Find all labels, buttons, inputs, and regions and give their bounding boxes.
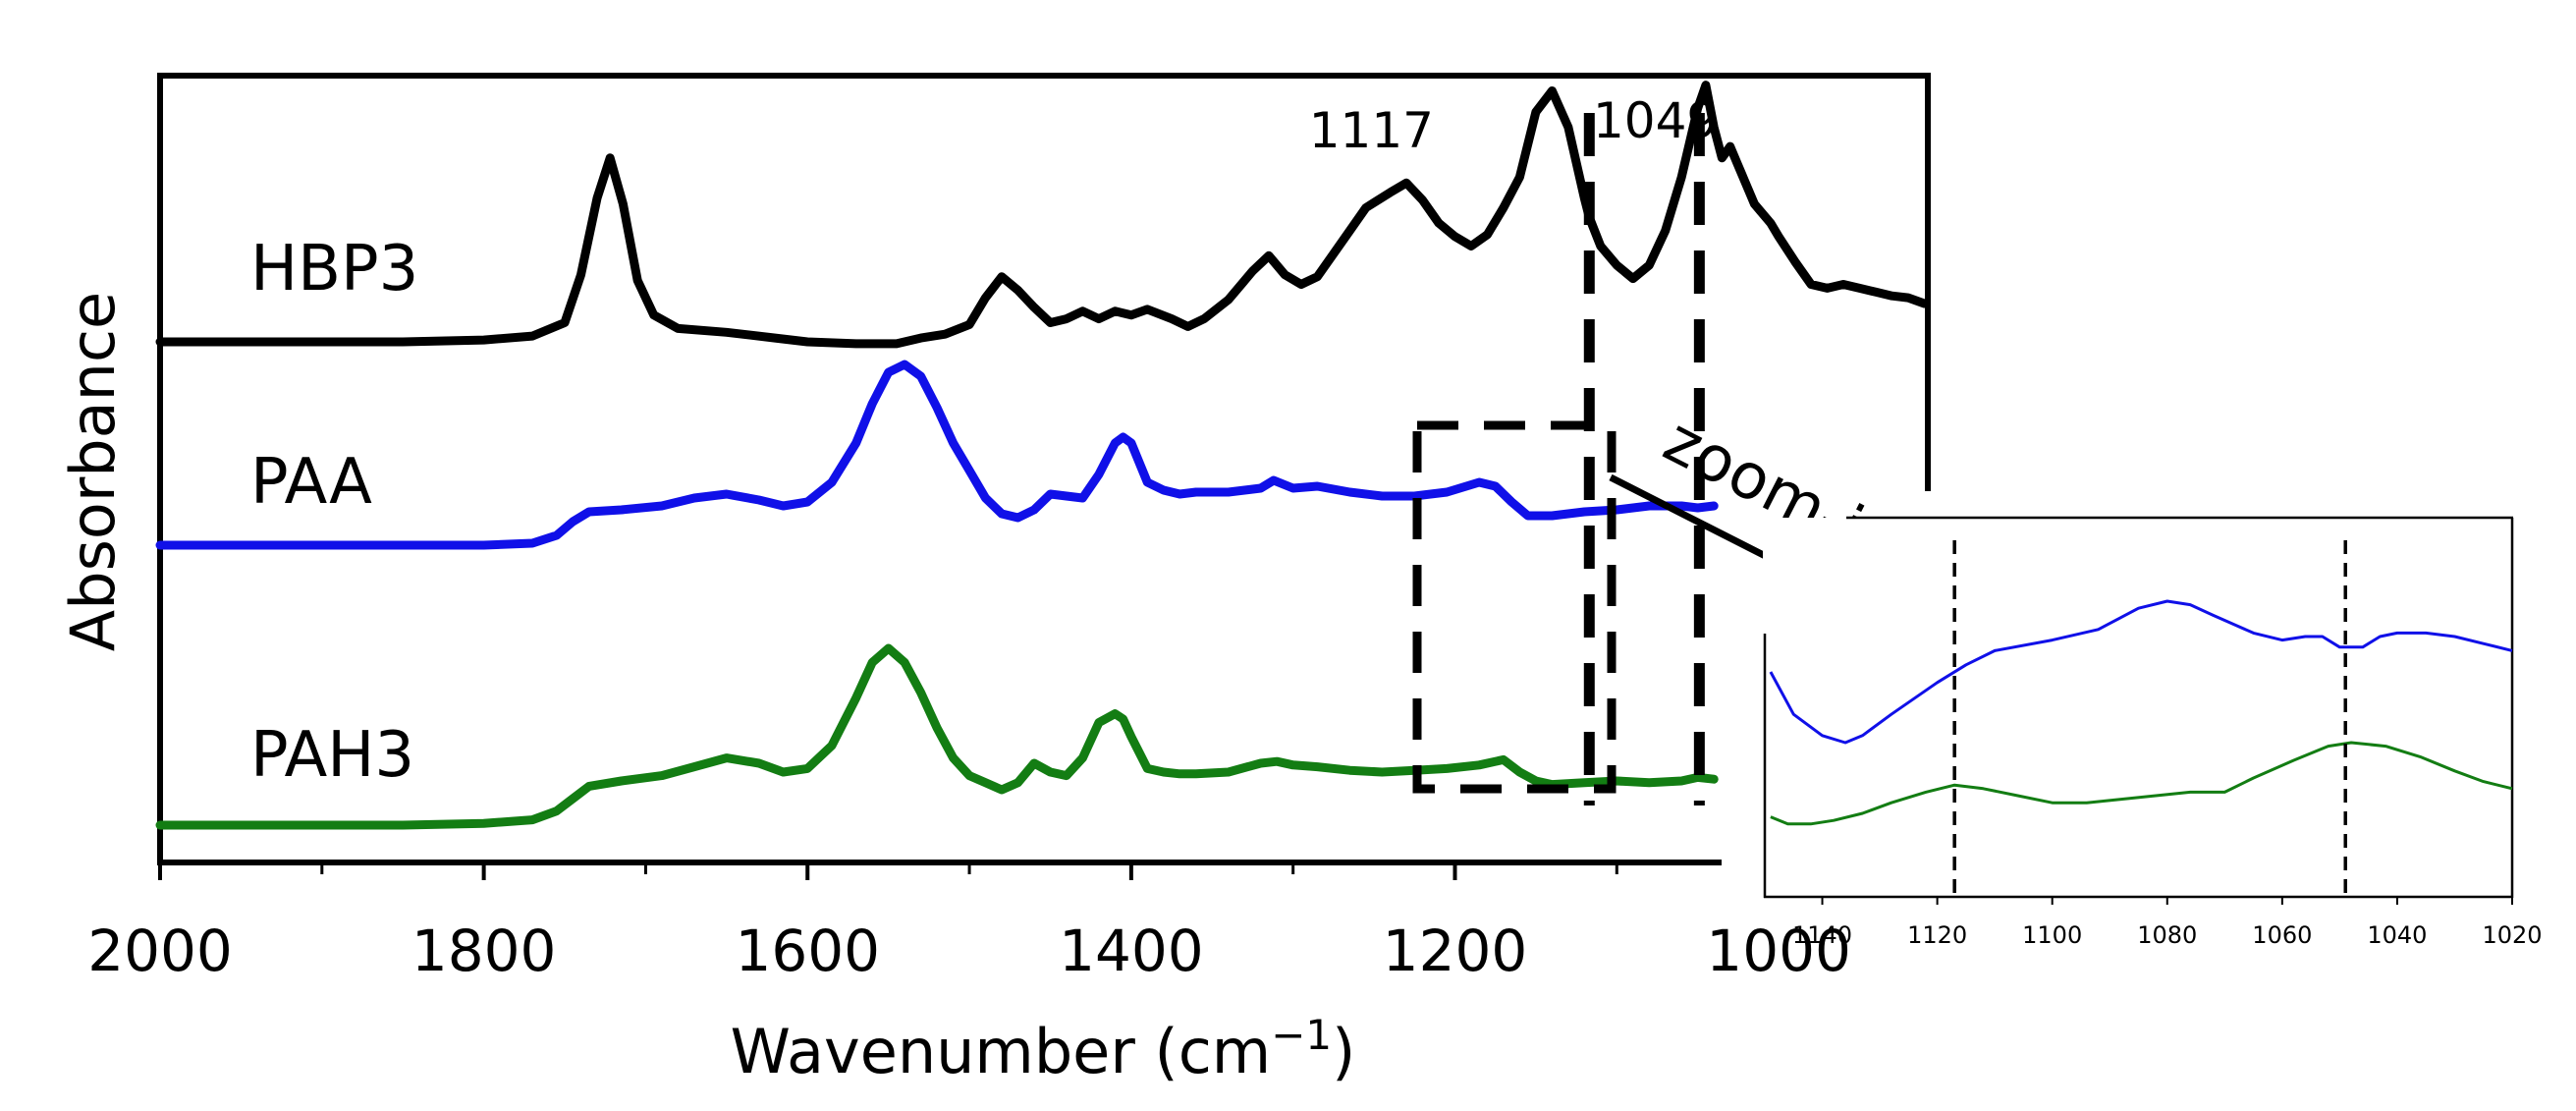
series-line-pah3 [155,643,1719,830]
main-x-tick-label: 1000 [1706,917,1851,984]
main-plot: 2000 1800 1600 1400 1200 1000 HBP3 PAA PAH3 1… [57,73,1931,1087]
zoom-x-tick-label: 1040 [2367,921,2427,949]
zoom-series [1769,599,2513,826]
peak-label-1049: 1049 [1593,92,1718,149]
main-x-tick-label: 1600 [735,917,880,984]
zoom-x-ticks [1821,897,2513,905]
zoom-x-tick-label: 1080 [2137,921,2197,949]
zoom-x-tick-label: 1140 [1792,921,1852,949]
zoom-peak-markers [1952,540,2347,896]
zoom-inset-background [1763,518,2513,898]
zoom-inset: 1140 1120 1100 1080 1060 1040 1020 [1763,516,2543,949]
series-label-paa: PAA [250,446,372,519]
series-label-pah3: PAH3 [250,719,414,792]
x-axis-label: Wavenumber (cm−1) [731,1011,1356,1087]
zoom-x-tick-label: 1020 [2482,921,2542,949]
main-x-tick-label: 1400 [1059,917,1204,984]
series-line-paa [155,360,1719,550]
y-axis-label: Absorbance [57,292,129,651]
zoom-series-line-paa [1769,599,2513,745]
series-label-hbp3: HBP3 [250,233,418,306]
main-x-tick-labels: 2000 1800 1600 1400 1200 1000 [87,917,1851,984]
main-x-tick-label: 1800 [411,917,557,984]
zoom-x-tick-label: 1120 [1907,921,1967,949]
main-x-tick-label: 2000 [87,917,233,984]
series-line-hbp3 [155,81,1929,349]
zoom-series-line-pah3 [1770,741,2513,826]
zoom-x-tick-label: 1100 [2022,921,2082,949]
main-x-tick-label: 1200 [1383,917,1528,984]
main-x-ticks [158,862,1781,880]
main-series [155,81,1929,830]
zoom-x-tick-labels: 1140 1120 1100 1080 1060 1040 1020 [1792,921,2543,949]
peak-label-1117: 1117 [1309,102,1434,159]
main-peak-markers [1583,113,1705,805]
zoom-region-box [1412,420,1617,794]
zoom-x-tick-label: 1060 [2252,921,2312,949]
